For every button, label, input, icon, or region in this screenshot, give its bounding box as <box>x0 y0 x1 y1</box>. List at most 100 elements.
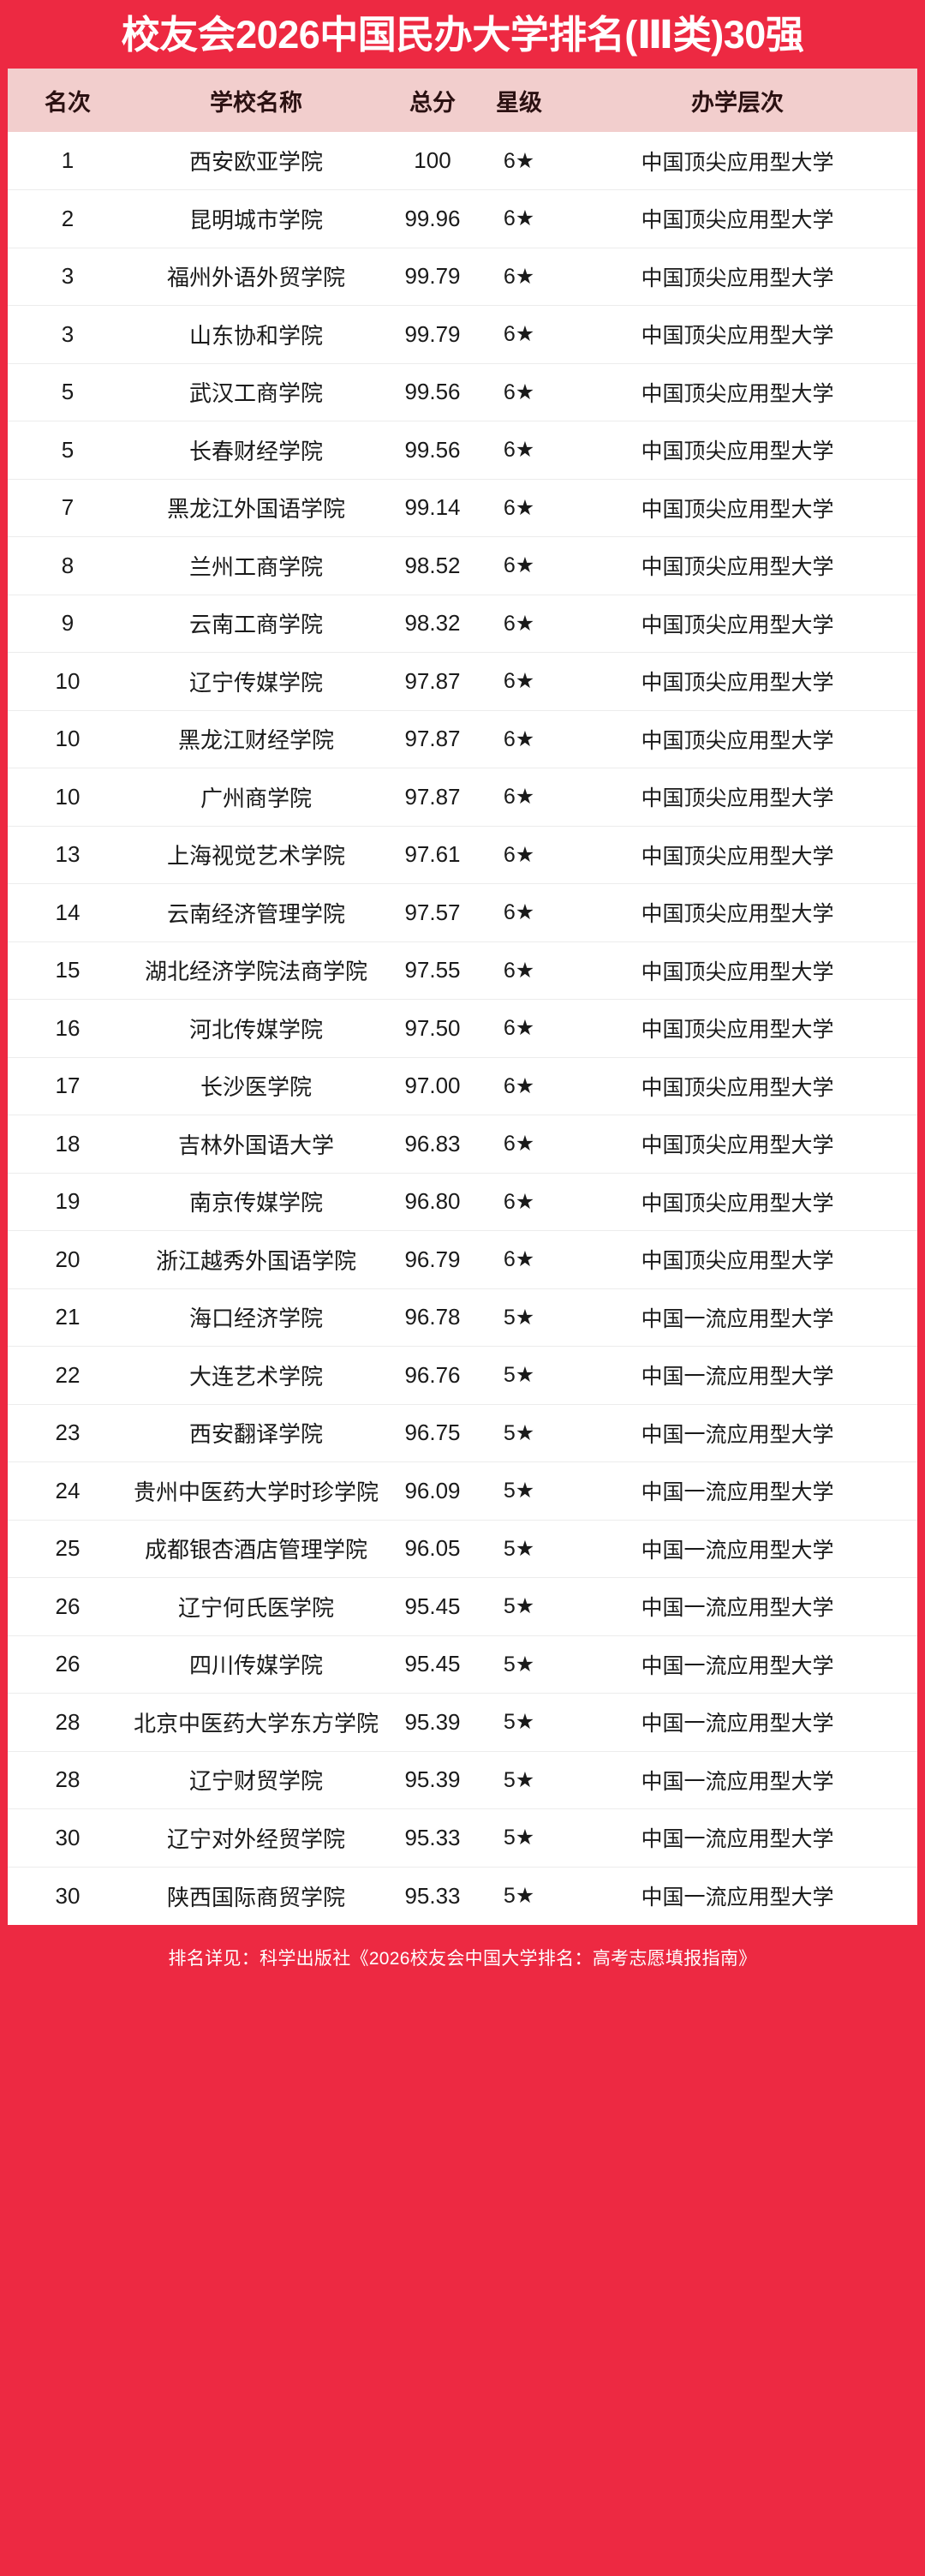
cell-star: 6★ <box>480 941 558 1000</box>
cell-star: 6★ <box>480 479 558 537</box>
table-row: 13 上海视觉艺术学院 97.61 6★ 中国顶尖应用型大学 <box>8 826 917 884</box>
cell-score: 99.56 <box>385 421 480 480</box>
cell-level: 中国一流应用型大学 <box>558 1808 917 1868</box>
table-row: 3 福州外语外贸学院 99.79 6★ 中国顶尖应用型大学 <box>8 248 917 306</box>
table-row: 23 西安翻译学院 96.75 5★ 中国一流应用型大学 <box>8 1404 917 1462</box>
cell-star: 5★ <box>480 1404 558 1462</box>
cell-name: 长春财经学院 <box>128 421 385 480</box>
table-row: 24 贵州中医药大学时珍学院 96.09 5★ 中国一流应用型大学 <box>8 1461 917 1521</box>
cell-rank: 26 <box>8 1635 128 1694</box>
cell-rank: 3 <box>8 305 128 364</box>
cell-level: 中国一流应用型大学 <box>558 1693 917 1752</box>
cell-name: 黑龙江财经学院 <box>128 710 385 768</box>
cell-score: 98.32 <box>385 595 480 653</box>
cell-score: 97.87 <box>385 710 480 768</box>
cell-score: 96.80 <box>385 1173 480 1231</box>
cell-score: 96.83 <box>385 1115 480 1174</box>
cell-rank: 28 <box>8 1693 128 1752</box>
cell-star: 5★ <box>480 1520 558 1578</box>
cell-name: 北京中医药大学东方学院 <box>128 1693 385 1752</box>
cell-level: 中国顶尖应用型大学 <box>558 305 917 364</box>
cell-level: 中国一流应用型大学 <box>641 1886 834 1910</box>
page-title: 校友会2026中国民办大学排名(Ⅲ类)30强 <box>121 12 804 57</box>
cell-score: 97.61 <box>385 826 480 884</box>
cell-rank: 7 <box>8 479 128 537</box>
cell-score: 97.57 <box>385 883 480 942</box>
cell-rank: 3 <box>8 248 128 306</box>
cell-star: 6★ <box>480 595 558 653</box>
table-row: 5 武汉工商学院 99.56 6★ 中国顶尖应用型大学 <box>8 363 917 421</box>
cell-level: 中国顶尖应用型大学 <box>558 941 917 1000</box>
cell-star: 5★ <box>480 1808 558 1868</box>
cell-rank: 13 <box>8 826 128 884</box>
cell-name: 河北传媒学院 <box>128 999 385 1058</box>
cell-level: 中国一流应用型大学 <box>558 1577 917 1636</box>
cell-score: 95.39 <box>385 1751 480 1809</box>
cell-star: 5★ <box>480 1288 558 1347</box>
cell-name: 西安翻译学院 <box>128 1404 385 1462</box>
cell-rank: 16 <box>8 999 128 1058</box>
table-row: 25 成都银杏酒店管理学院 96.05 5★ 中国一流应用型大学 <box>8 1520 917 1578</box>
cell-name: 海口经济学院 <box>128 1288 385 1347</box>
cell-score: 99.56 <box>385 363 480 421</box>
cell-name: 山东协和学院 <box>128 305 385 364</box>
footer-banner: 排名详见：科学出版社《2026校友会中国大学排名：高考志愿填报指南》 <box>0 1924 925 1990</box>
table-body: 1 西安欧亚学院 100 6★ 中国顶尖应用型大学 2 昆明城市学院 99.96 6★ 中国顶尖应… <box>8 132 917 1925</box>
table-row: 9 云南工商学院 98.32 6★ 中国顶尖应用型大学 <box>8 595 917 653</box>
cell-rank: 19 <box>8 1173 128 1231</box>
table-header-row: 名次 学校名称 总分 星级 办学层次 <box>8 69 917 132</box>
cell-rank: 20 <box>8 1230 128 1289</box>
cell-rank: 30 <box>8 1808 128 1868</box>
table-row: 5 长春财经学院 99.56 6★ 中国顶尖应用型大学 <box>8 421 917 480</box>
cell-score: 98.52 <box>385 536 480 595</box>
cell-name: 陕西国际商贸学院 <box>166 1884 345 1910</box>
cell-score: 99.79 <box>385 248 480 306</box>
cell-rank: 14 <box>8 883 128 942</box>
cell-rank: 1 <box>8 132 128 190</box>
table-row: 30 辽宁对外经贸学院 95.33 5★ 中国一流应用型大学 <box>8 1808 917 1868</box>
table-header: 名次 学校名称 总分 星级 办学层次 <box>8 69 917 132</box>
cell-star: 6★ <box>480 710 558 768</box>
cell-level: 中国顶尖应用型大学 <box>558 883 917 942</box>
table-row: 21 海口经济学院 96.78 5★ 中国一流应用型大学 <box>8 1288 917 1347</box>
cell-level: 中国一流应用型大学 <box>558 1751 917 1809</box>
cell-rank: 2 <box>8 189 128 248</box>
cell-star: 5★ <box>480 1346 558 1405</box>
cell-level: 中国一流应用型大学 <box>558 1346 917 1405</box>
table-row: 28 辽宁财贸学院 95.39 5★ 中国一流应用型大学 <box>8 1751 917 1809</box>
cell-score: 99.14 <box>385 479 480 537</box>
column-header-level: 办学层次 <box>558 69 917 132</box>
cell-rank: 28 <box>8 1751 128 1809</box>
cell-star: 5★ <box>480 1751 558 1809</box>
cell-score: 100 <box>385 132 480 190</box>
cell-star: 6★ <box>480 248 558 306</box>
cell-name: 广州商学院 <box>128 768 385 827</box>
cell-score: 97.50 <box>385 999 480 1058</box>
cell-name: 昆明城市学院 <box>128 189 385 248</box>
cell-rank: 21 <box>8 1288 128 1347</box>
cell-rank: 26 <box>8 1577 128 1636</box>
cell-level: 中国顶尖应用型大学 <box>558 595 917 653</box>
cell-star: 6★ <box>480 1173 558 1231</box>
cell-level: 中国顶尖应用型大学 <box>558 1115 917 1174</box>
cell-star: 6★ <box>480 305 558 364</box>
cell-name: 辽宁何氏医学院 <box>128 1577 385 1636</box>
column-header-score: 总分 <box>385 69 480 132</box>
cell-score: 97.87 <box>385 652 480 711</box>
footer-source-note: 排名详见：科学出版社《2026校友会中国大学排名：高考志愿填报指南》 <box>168 1948 757 1969</box>
cell-level: 中国一流应用型大学 <box>558 1635 917 1694</box>
cell-rank: 30 <box>55 1882 81 1909</box>
cell-rank: 23 <box>8 1404 128 1462</box>
cell-level: 中国顶尖应用型大学 <box>558 479 917 537</box>
cell-star: 5★ <box>503 1884 535 1908</box>
table-row: 19 南京传媒学院 96.80 6★ 中国顶尖应用型大学 <box>8 1173 917 1231</box>
cell-rank: 10 <box>8 768 128 827</box>
cell-rank: 10 <box>8 652 128 711</box>
table-row: 22 大连艺术学院 96.76 5★ 中国一流应用型大学 <box>8 1346 917 1405</box>
table-row: 8 兰州工商学院 98.52 6★ 中国顶尖应用型大学 <box>8 536 917 595</box>
cell-level: 中国顶尖应用型大学 <box>558 421 917 480</box>
cell-name: 浙江越秀外国语学院 <box>128 1230 385 1289</box>
cell-name: 兰州工商学院 <box>128 536 385 595</box>
cell-star: 6★ <box>480 999 558 1058</box>
